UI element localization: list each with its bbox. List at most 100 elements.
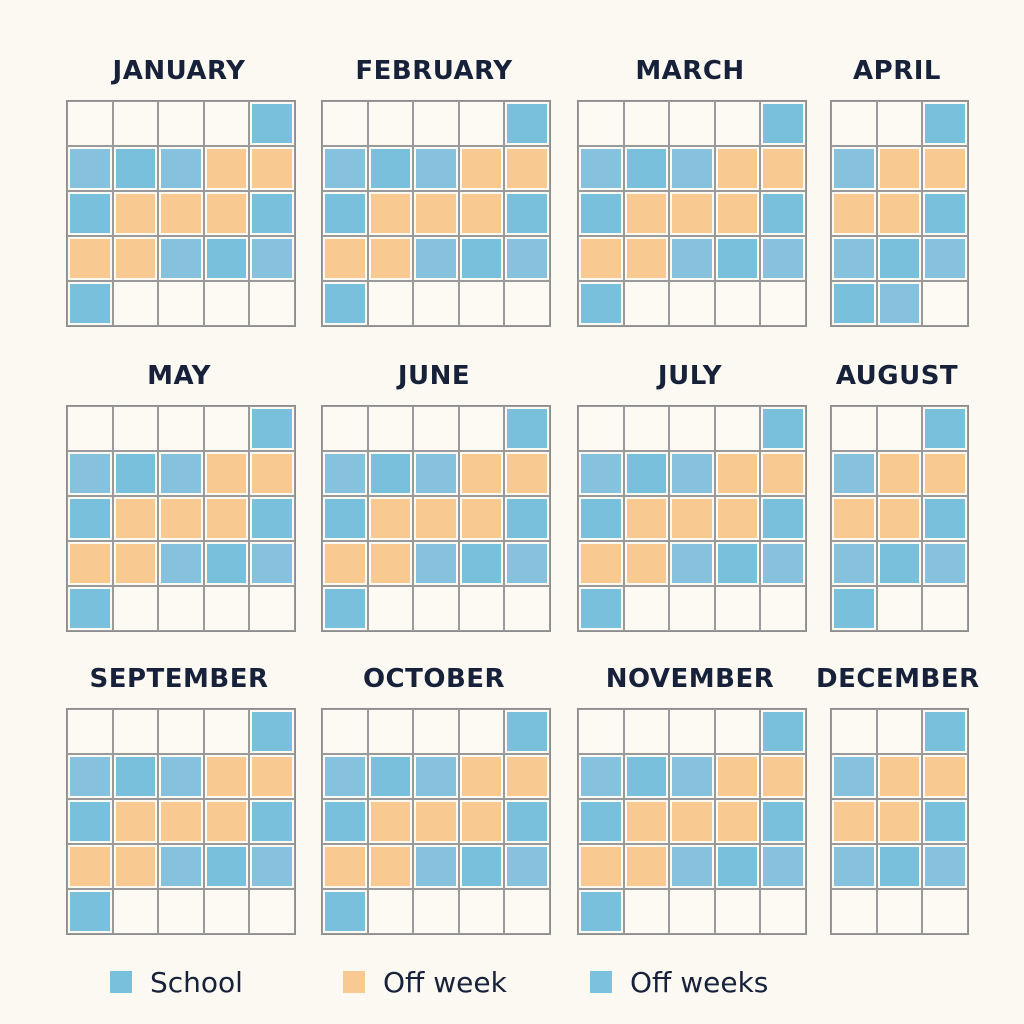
school-week-cell [760,406,806,451]
month-grid [66,405,296,632]
school-week-cell [67,191,113,236]
month-december: DECEMBER [816,664,980,944]
off-week-cell [578,844,624,889]
school-week-cell [760,236,806,281]
off-week-cell [578,541,624,586]
empty-cell [578,709,624,754]
empty-cell [760,281,806,326]
month-title: DECEMBER [816,664,980,694]
cell-fill [879,239,919,278]
off-week-cell [203,146,249,191]
cell-fill [834,149,874,188]
school-week-cell [504,541,550,586]
month-february: FEBRUARY [321,56,551,336]
school-week-cell [504,844,550,889]
cell-fill [252,544,292,583]
off-week-cell [67,844,113,889]
month-grid [830,405,969,632]
school-week-cell [67,889,113,934]
school-week-cell [760,541,806,586]
cell-fill [672,454,712,493]
legend-item-school: School [110,960,243,1004]
cell-fill [252,712,292,751]
cell-fill [206,194,246,233]
school-week-cell [922,406,968,451]
cell-fill [925,454,965,493]
empty-cell [203,406,249,451]
cell-fill [763,149,803,188]
school-week-cell [322,191,368,236]
cell-fill [461,757,501,796]
school-week-cell [67,799,113,844]
month-title: AUGUST [835,361,959,391]
cell-fill [672,544,712,583]
empty-cell [623,101,669,146]
empty-cell [714,406,760,451]
off-week-cell [67,236,113,281]
cell-fill [370,802,410,841]
school-week-cell [831,146,877,191]
cell-fill [70,847,110,886]
empty-cell [831,406,877,451]
cell-fill [507,544,547,583]
month-title: JANUARY [112,56,246,86]
cell-fill [206,757,246,796]
cell-fill [834,802,874,841]
school-week-cell [714,541,760,586]
cell-fill [70,589,110,628]
empty-cell [458,586,504,631]
cell-fill [672,802,712,841]
cell-fill [206,454,246,493]
school-week-cell [504,101,550,146]
cell-fill [879,847,919,886]
empty-cell [669,889,715,934]
month-grid [577,405,807,632]
cell-fill [325,589,365,628]
cell-fill [461,194,501,233]
off-week-cell [876,754,922,799]
off-week-cell [367,541,413,586]
cell-fill [70,284,110,323]
month-january: JANUARY [66,56,296,336]
empty-cell [112,406,158,451]
cell-fill [672,847,712,886]
school-week-cell [623,754,669,799]
cell-fill [763,104,803,143]
empty-cell [367,281,413,326]
empty-cell [112,889,158,934]
empty-cell [413,281,459,326]
cell-fill [834,757,874,796]
school-week-cell [578,191,624,236]
month-july: JULY [577,361,807,641]
legend-label-off-weeks: Off weeks [630,965,769,999]
school-week-cell [669,754,715,799]
school-week-cell [922,709,968,754]
cell-fill [461,239,501,278]
cell-fill [325,284,365,323]
cell-fill [507,802,547,841]
cell-fill [70,499,110,538]
school-week-cell [504,191,550,236]
cell-fill [325,847,365,886]
cell-fill [507,757,547,796]
cell-fill [925,104,965,143]
cell-fill [581,544,621,583]
cell-fill [626,757,666,796]
off-week-cell [876,451,922,496]
off-week-cell [367,191,413,236]
school-week-cell [504,496,550,541]
cell-fill [206,149,246,188]
cell-fill [206,499,246,538]
school-week-cell [249,844,295,889]
off-week-cell [413,799,459,844]
school-week-cell [922,496,968,541]
cell-fill [115,802,155,841]
school-week-cell [413,844,459,889]
empty-cell [669,709,715,754]
empty-cell [669,101,715,146]
cell-fill [879,757,919,796]
cell-fill [70,757,110,796]
cell-fill [70,149,110,188]
month-grid [830,100,969,327]
empty-cell [876,889,922,934]
